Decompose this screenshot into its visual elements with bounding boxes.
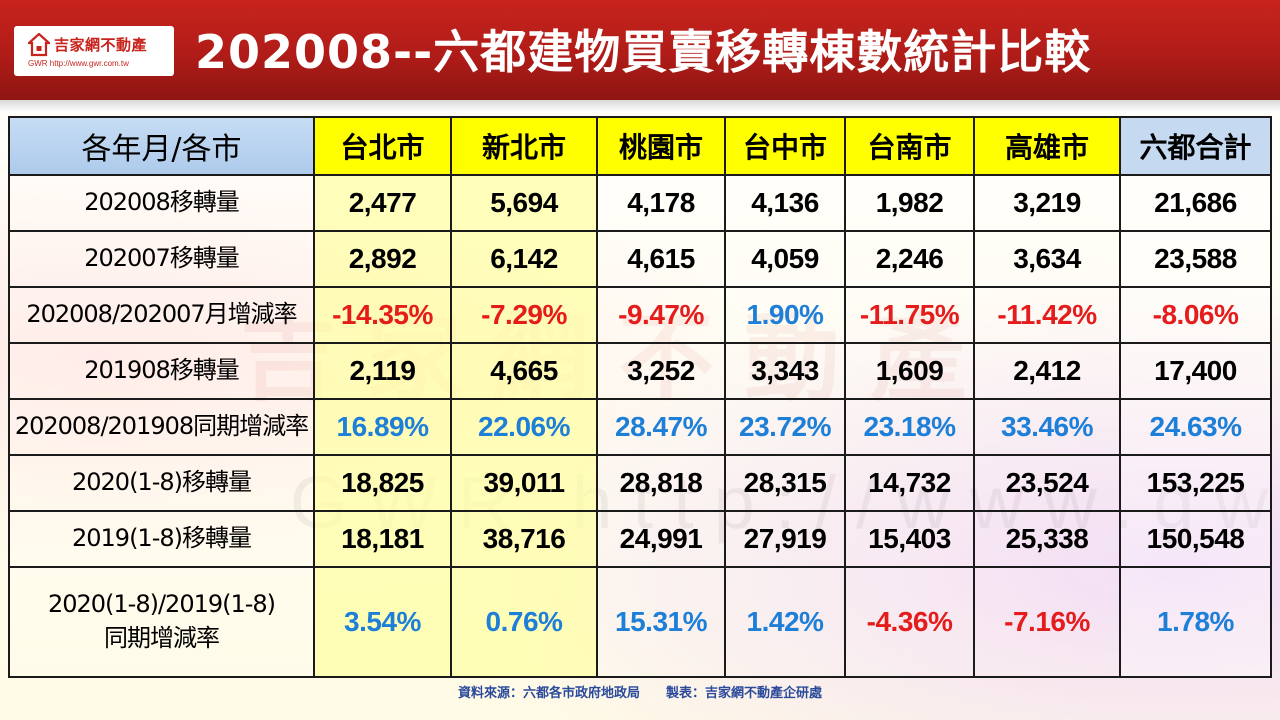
table-cell: 2,412 <box>973 342 1121 400</box>
table-cell: 4,615 <box>596 230 726 288</box>
header-row: 各年月/各市 台北市 新北市 桃園市 台中市 台南市 高雄市 六都合計 <box>8 116 1272 176</box>
table-cell: 4,059 <box>724 230 846 288</box>
brand-name: 吉家網不動產 <box>54 36 148 54</box>
table-cell: 5,694 <box>450 174 598 232</box>
table-cell: 6,142 <box>450 230 598 288</box>
row-label: 202008/201908同期增減率 <box>8 398 315 456</box>
table-cell: 2,892 <box>313 230 452 288</box>
col-header-tainan: 台南市 <box>844 116 975 176</box>
table-cell: 2,477 <box>313 174 452 232</box>
row-label: 202007移轉量 <box>8 230 315 288</box>
table-cell: -4.36% <box>844 566 975 678</box>
header-divider <box>0 100 1280 112</box>
table-cell: 1.42% <box>724 566 846 678</box>
table-cell: 15,403 <box>844 510 975 568</box>
col-header-six-cities-total: 六都合計 <box>1119 116 1272 176</box>
footnote: 資料來源：六都各市政府地政局 製表：吉家網不動產企研處 <box>0 682 1280 701</box>
table-cell: -11.42% <box>973 286 1121 344</box>
source-note: 資料來源：六都各市政府地政局 <box>457 686 640 701</box>
row-label: 202008移轉量 <box>8 174 315 232</box>
table-cell: 23.18% <box>844 398 975 456</box>
table-cell: 28,315 <box>724 454 846 512</box>
table-cell: -14.35% <box>313 286 452 344</box>
brand-logo: 吉家網不動產 GWR http://www.gwr.com.tw <box>14 26 174 76</box>
col-header-kaohsiung: 高雄市 <box>973 116 1121 176</box>
table-cell: -8.06% <box>1119 286 1272 344</box>
table-cell: 33.46% <box>973 398 1121 456</box>
table-row: 202008移轉量 2,477 5,694 4,178 4,136 1,982 … <box>8 174 1272 232</box>
table-row: 2020(1-8)移轉量 18,825 39,011 28,818 28,315… <box>8 454 1272 512</box>
table-row: 2019(1-8)移轉量 18,181 38,716 24,991 27,919… <box>8 510 1272 568</box>
table-cell: 3,343 <box>724 342 846 400</box>
maker-note: 製表：吉家網不動產企研處 <box>666 686 823 701</box>
table-cell: 23.72% <box>724 398 846 456</box>
row-label: 202008/202007月增減率 <box>8 286 315 344</box>
table-cell: -11.75% <box>844 286 975 344</box>
table-cell: -7.16% <box>973 566 1121 678</box>
table-cell: 17,400 <box>1119 342 1272 400</box>
transfer-stats-table: 各年月/各市 台北市 新北市 桃園市 台中市 台南市 高雄市 六都合計 2020… <box>8 116 1272 678</box>
table-cell: 3,252 <box>596 342 726 400</box>
col-header-taichung: 台中市 <box>724 116 846 176</box>
table-cell: 0.76% <box>450 566 598 678</box>
table-row: 202008/202007月增減率 -14.35% -7.29% -9.47% … <box>8 286 1272 344</box>
table-cell: 22.06% <box>450 398 598 456</box>
table-cell: 3,634 <box>973 230 1121 288</box>
table-cell: 28.47% <box>596 398 726 456</box>
table-cell: 18,825 <box>313 454 452 512</box>
table-cell: 4,665 <box>450 342 598 400</box>
col-header-taoyuan: 桃園市 <box>596 116 726 176</box>
table-row: 202007移轉量 2,892 6,142 4,615 4,059 2,246 … <box>8 230 1272 288</box>
table-cell: 27,919 <box>724 510 846 568</box>
table-row: 201908移轉量 2,119 4,665 3,252 3,343 1,609 … <box>8 342 1272 400</box>
row-label: 2020(1-8)/2019(1-8) 同期增減率 <box>8 566 315 678</box>
table-cell: 38,716 <box>450 510 598 568</box>
table-row: 202008/201908同期增減率 16.89% 22.06% 28.47% … <box>8 398 1272 456</box>
table-cell: 23,588 <box>1119 230 1272 288</box>
table-cell: 1.78% <box>1119 566 1272 678</box>
table-cell: 24,991 <box>596 510 726 568</box>
row-label: 2019(1-8)移轉量 <box>8 510 315 568</box>
table-cell: 24.63% <box>1119 398 1272 456</box>
table-cell: 1.90% <box>724 286 846 344</box>
table-cell: 21,686 <box>1119 174 1272 232</box>
table-cell: 15.31% <box>596 566 726 678</box>
table-cell: 23,524 <box>973 454 1121 512</box>
table-cell: 4,136 <box>724 174 846 232</box>
table-cell: 2,246 <box>844 230 975 288</box>
table-cell: 16.89% <box>313 398 452 456</box>
table-cell: -9.47% <box>596 286 726 344</box>
row-label-line: 2020(1-8)/2019(1-8) <box>47 590 276 619</box>
table-cell: 18,181 <box>313 510 452 568</box>
house-logo-icon <box>28 33 50 57</box>
corner-header: 各年月/各市 <box>8 116 315 176</box>
table-cell: 3,219 <box>973 174 1121 232</box>
table-cell: 1,982 <box>844 174 975 232</box>
table-cell: 28,818 <box>596 454 726 512</box>
table-cell: 14,732 <box>844 454 975 512</box>
table-cell: 39,011 <box>450 454 598 512</box>
row-label: 201908移轉量 <box>8 342 315 400</box>
table-cell: 150,548 <box>1119 510 1272 568</box>
row-label-line: 同期增減率 <box>104 624 220 652</box>
row-label: 2020(1-8)移轉量 <box>8 454 315 512</box>
table-cell: 1,609 <box>844 342 975 400</box>
title-bar: 吉家網不動產 GWR http://www.gwr.com.tw 202008-… <box>0 0 1280 100</box>
col-header-new-taipei: 新北市 <box>450 116 598 176</box>
table-cell: 4,178 <box>596 174 726 232</box>
table-cell: 153,225 <box>1119 454 1272 512</box>
brand-url: GWR http://www.gwr.com.tw <box>28 59 129 68</box>
table-cell: 3.54% <box>313 566 452 678</box>
table-cell: 25,338 <box>973 510 1121 568</box>
table-cell: -7.29% <box>450 286 598 344</box>
table-cell: 2,119 <box>313 342 452 400</box>
page-title: 202008--六都建物買賣移轉棟數統計比較 <box>195 25 1092 79</box>
table-row: 2020(1-8)/2019(1-8) 同期增減率 3.54% 0.76% 15… <box>8 566 1272 678</box>
col-header-taipei: 台北市 <box>313 116 452 176</box>
